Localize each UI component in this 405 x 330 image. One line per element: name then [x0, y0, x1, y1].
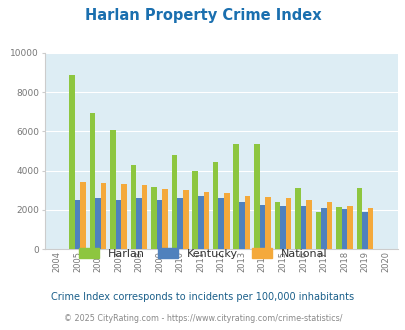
Bar — [69, 75, 75, 249]
Bar — [315, 212, 320, 249]
Bar — [244, 196, 249, 249]
Bar — [162, 189, 168, 249]
Bar — [121, 184, 127, 249]
Bar — [90, 113, 95, 249]
Bar — [198, 196, 203, 249]
Bar — [136, 198, 142, 249]
Bar — [213, 162, 218, 249]
Bar — [75, 200, 80, 249]
Bar — [264, 197, 270, 249]
Bar — [279, 206, 285, 249]
Bar — [115, 200, 121, 249]
Bar — [80, 182, 85, 249]
Bar — [239, 202, 244, 249]
Bar — [356, 188, 361, 249]
Bar — [259, 205, 264, 249]
Bar — [274, 202, 279, 249]
Bar — [203, 192, 209, 249]
Bar — [320, 208, 326, 249]
Bar — [335, 207, 341, 249]
Bar — [218, 198, 224, 249]
Bar — [156, 200, 162, 249]
Text: © 2025 CityRating.com - https://www.cityrating.com/crime-statistics/: © 2025 CityRating.com - https://www.city… — [64, 314, 341, 323]
Legend: Harlan, Kentucky, National: Harlan, Kentucky, National — [75, 244, 330, 263]
Bar — [192, 171, 198, 249]
Bar — [341, 209, 346, 249]
Bar — [224, 193, 229, 249]
Text: Crime Index corresponds to incidents per 100,000 inhabitants: Crime Index corresponds to incidents per… — [51, 292, 354, 302]
Bar — [326, 202, 331, 249]
Bar — [285, 198, 290, 249]
Bar — [294, 188, 300, 249]
Bar — [367, 208, 373, 249]
Bar — [130, 165, 136, 249]
Bar — [95, 198, 100, 249]
Bar — [254, 144, 259, 249]
Bar — [183, 190, 188, 249]
Text: Harlan Property Crime Index: Harlan Property Crime Index — [85, 8, 320, 23]
Bar — [171, 155, 177, 249]
Bar — [100, 183, 106, 249]
Bar — [361, 212, 367, 249]
Bar — [305, 200, 311, 249]
Bar — [346, 206, 352, 249]
Bar — [233, 144, 239, 249]
Bar — [110, 130, 115, 249]
Bar — [151, 187, 156, 249]
Bar — [142, 185, 147, 249]
Bar — [300, 206, 305, 249]
Bar — [177, 198, 183, 249]
